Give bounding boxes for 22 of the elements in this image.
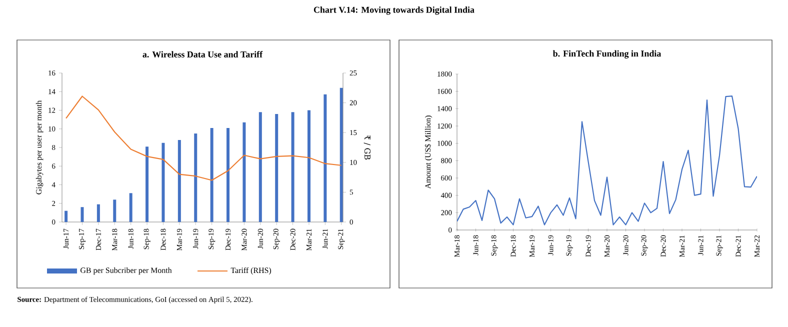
line-series	[66, 96, 342, 181]
bar	[80, 207, 84, 222]
bar	[113, 200, 116, 222]
bar	[96, 204, 100, 222]
line-series	[457, 96, 758, 226]
bar	[146, 146, 149, 222]
bar	[242, 122, 246, 222]
bar	[64, 210, 68, 222]
bar	[226, 128, 230, 222]
bar	[210, 128, 214, 222]
bar	[324, 94, 327, 222]
bar	[291, 112, 294, 222]
bar	[129, 193, 132, 222]
bar	[307, 110, 310, 222]
bar	[258, 112, 262, 222]
bar	[275, 114, 278, 222]
bar	[194, 134, 198, 222]
text: Chart V.14: Moving towards Digital India	[314, 6, 474, 15]
chart-subtitle: a. Wireless Data Use and Tariff	[142, 51, 263, 58]
bar	[162, 142, 165, 222]
bar	[178, 140, 181, 222]
chart-title: b. FinTech Funding in India	[552, 50, 662, 59]
